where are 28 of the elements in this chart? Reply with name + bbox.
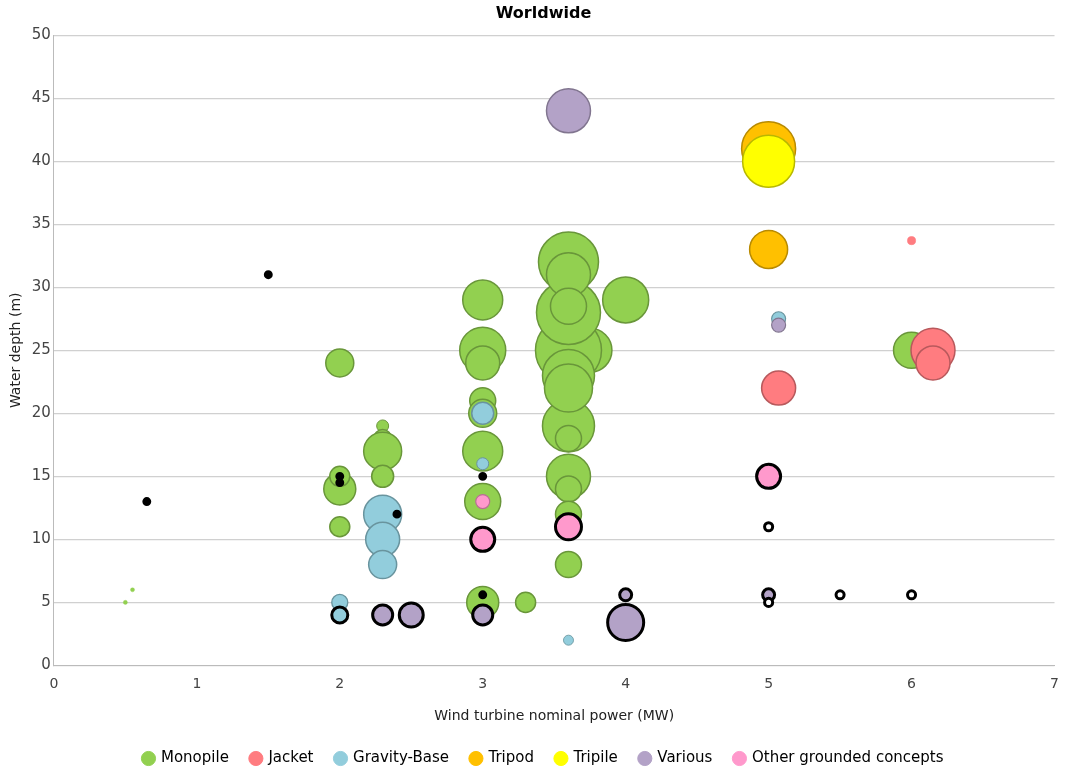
y-axis-title: Water depth (m) — [7, 292, 24, 409]
y-tick-label: 10 — [31, 529, 51, 548]
y-tick-label: 0 — [41, 655, 51, 674]
y-tick-label: 40 — [31, 151, 51, 170]
legend-label: Jacket — [267, 748, 314, 767]
y-tick-label: 5 — [41, 592, 51, 611]
x-tick-label: 2 — [335, 675, 345, 692]
legend-label: Gravity-Base — [353, 748, 449, 767]
y-tick-label: 25 — [31, 340, 51, 359]
y-tick-label: 20 — [31, 403, 51, 422]
x-tick-label: 6 — [907, 675, 917, 692]
legend-label: Tripile — [572, 748, 618, 767]
x-axis-title: Wind turbine nominal power (MW) — [434, 707, 675, 724]
x-tick-label: 1 — [192, 675, 202, 692]
y-tick-label: 30 — [31, 277, 51, 296]
y-tick-label: 15 — [31, 466, 51, 485]
y-tick-label: 50 — [31, 25, 51, 44]
legend-label: Various — [657, 748, 713, 767]
legend-label: Other grounded concepts — [751, 748, 944, 767]
x-tick-label: 3 — [478, 675, 488, 692]
y-tick-label: 45 — [31, 88, 51, 107]
legend-label: Monopile — [160, 748, 229, 767]
x-tick-label: 7 — [1050, 675, 1059, 692]
y-tick-label: 35 — [31, 214, 51, 233]
chart-title: Worldwide — [495, 2, 592, 22]
legend-label: Tripod — [487, 748, 534, 767]
x-tick-label: 5 — [764, 675, 774, 692]
x-tick-label: 4 — [621, 675, 631, 692]
